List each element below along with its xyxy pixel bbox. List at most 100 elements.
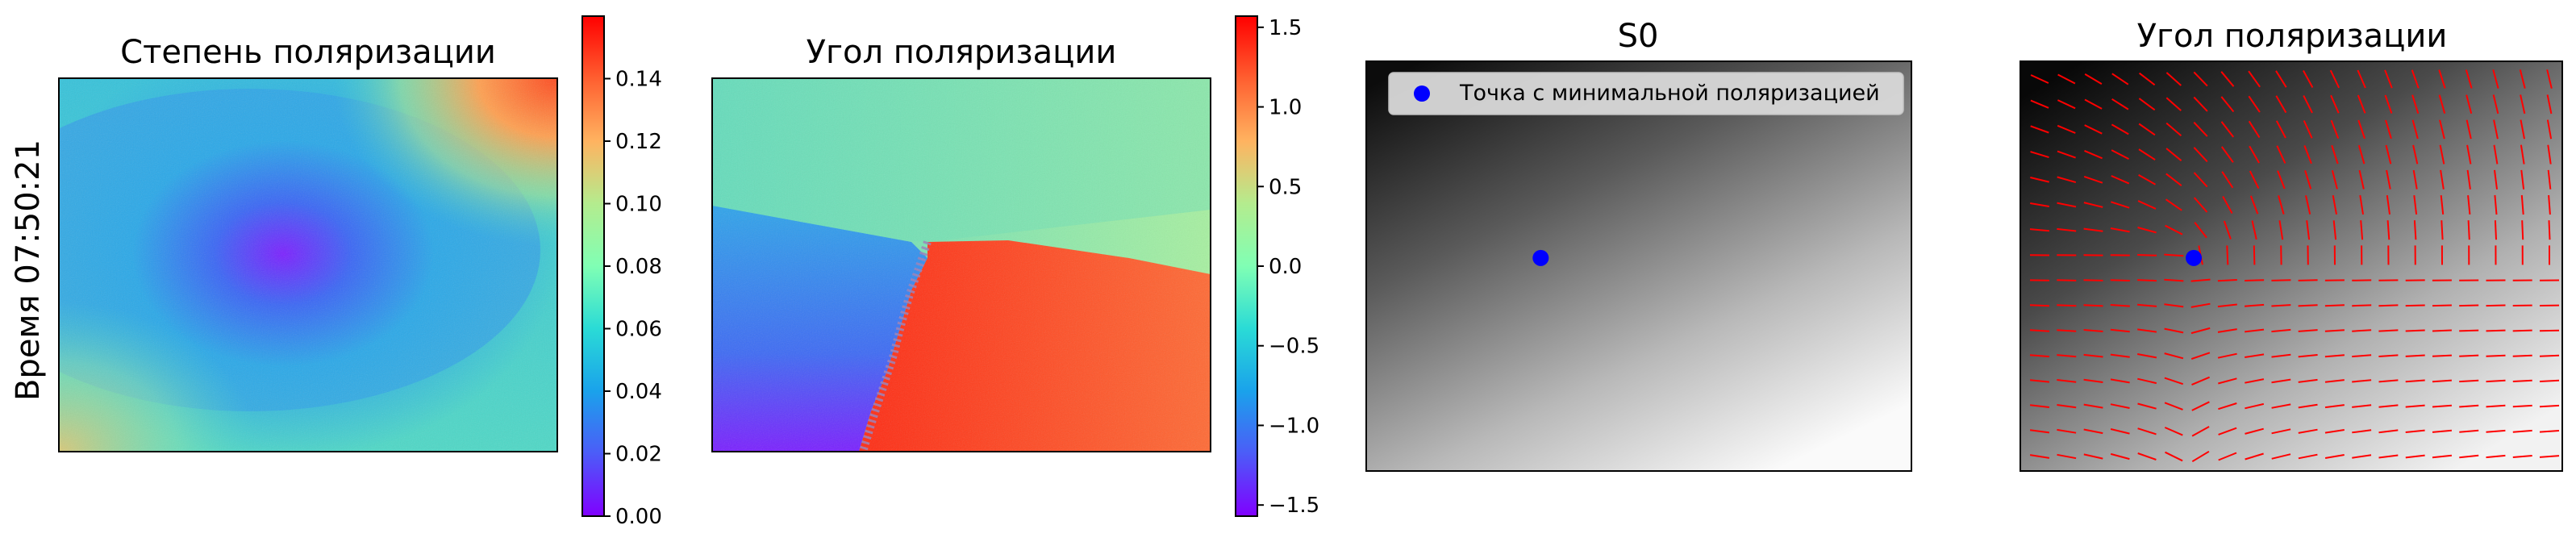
quiver-arrow	[2191, 426, 2210, 437]
quiver-arrow	[2217, 328, 2237, 333]
quiver-arrow	[2193, 71, 2208, 87]
quiver-arrow	[2164, 427, 2183, 436]
quiver-arrow	[2218, 427, 2237, 436]
quiver-arrow	[2438, 69, 2446, 89]
panel3-heatmap	[1366, 61, 1911, 471]
quiver-arrow	[2519, 69, 2526, 89]
quiver-arrow	[2084, 149, 2103, 160]
quiver-arrow	[2083, 453, 2103, 460]
quiver-arrow	[2378, 404, 2399, 408]
quiver-arrow	[2083, 378, 2103, 383]
quiver-arrow	[2271, 378, 2291, 384]
quiver-arrow	[2138, 148, 2156, 160]
quiver-arrow	[2512, 429, 2532, 433]
quiver-arrow	[2194, 222, 2207, 239]
quiver-arrow	[2324, 354, 2345, 358]
quiver-arrow	[2467, 195, 2471, 215]
quiver-arrow	[2165, 97, 2182, 111]
quiver-arrow	[2030, 202, 2049, 207]
quiver-arrow	[2352, 354, 2372, 358]
quiver-arrow	[2493, 119, 2499, 140]
colorbar1-tick-label: 0.04	[615, 380, 662, 404]
quiver-arrow	[2249, 145, 2260, 164]
quiver-arrow	[2057, 428, 2077, 434]
quiver-arrow	[2030, 125, 2049, 134]
quiver-arrow	[2306, 220, 2311, 240]
quiver-arrow	[2378, 429, 2399, 434]
quiver-arrow	[2352, 404, 2372, 408]
quiver-arrow	[2271, 403, 2291, 409]
quiver-arrow	[2084, 124, 2103, 135]
quiver-arrow	[2332, 220, 2337, 240]
quiver-arrow	[2439, 119, 2445, 140]
quiver-arrow	[2438, 94, 2446, 114]
quiver-arrow	[2378, 454, 2399, 459]
panel1-heatmap	[59, 78, 557, 452]
quiver-arrow	[2412, 169, 2418, 190]
quiver-arrow	[2378, 379, 2399, 383]
quiver-arrow	[2057, 150, 2076, 159]
panel-polarization-angle: Угол поляризации −1.5 −1.0 −0.5 0.0 0.5 1.0 1.…	[711, 15, 1319, 518]
legend-marker-icon	[1414, 85, 1430, 102]
quiver-arrow	[2271, 328, 2291, 333]
quiver-arrow	[2165, 224, 2183, 235]
quiver-arrow	[2486, 404, 2506, 408]
quiver-arrow	[2251, 220, 2257, 240]
quiver-arrow	[2331, 169, 2338, 190]
quiver-arrow	[2547, 144, 2552, 165]
quiver-arrow	[2324, 304, 2345, 307]
quiver-arrow	[2352, 379, 2372, 383]
colorbar1-tick-label: 0.12	[615, 130, 662, 154]
quiver-arrow	[2137, 452, 2157, 461]
quiver-arrow	[2520, 169, 2525, 190]
quiver-arrow	[2164, 303, 2184, 308]
quiver-arrow	[2512, 455, 2532, 458]
quiver-field	[2029, 69, 2560, 463]
quiver-arrow	[2111, 73, 2129, 85]
quiver-arrow	[2405, 404, 2425, 408]
panel2-heatmap	[712, 78, 1211, 452]
quiver-arrow	[2271, 353, 2291, 358]
quiver-arrow	[2111, 98, 2129, 110]
panel-degree-of-polarization: Степень поляризации 0.00 0.02 0.04 0.06 0.08…	[58, 15, 662, 529]
quiver-arrow	[2411, 119, 2419, 140]
quiver-arrow	[2539, 430, 2560, 433]
quiver-arrow	[2111, 123, 2129, 135]
quiver-arrow	[2083, 329, 2103, 332]
quiver-arrow	[2164, 377, 2184, 386]
quiver-arrow	[2486, 429, 2506, 433]
quiver-arrow	[2331, 144, 2339, 165]
quiver-arrow	[2165, 122, 2182, 136]
quiver-arrow	[2029, 228, 2050, 232]
quiver-arrow	[2137, 427, 2157, 436]
quiver-arrow	[2275, 95, 2287, 114]
quiver-arrow	[2330, 119, 2340, 139]
quiver-arrow	[2324, 329, 2345, 332]
quiver-arrow	[2057, 124, 2076, 134]
quiver-arrow	[2164, 352, 2184, 360]
quiver-arrow	[2352, 454, 2372, 459]
quiver-arrow	[2432, 429, 2452, 433]
colorbar2-tick-label: −0.5	[1269, 335, 1319, 359]
quiver-arrow	[2165, 72, 2182, 86]
quiver-arrow	[2083, 279, 2103, 281]
quiver-arrow	[2432, 379, 2452, 383]
quiver-arrow	[2305, 195, 2311, 215]
row-label: Время 07:50:21	[10, 140, 47, 401]
quiver-arrow	[2405, 379, 2425, 383]
quiver-arrow	[2492, 69, 2499, 89]
quiver-arrow	[2137, 353, 2157, 359]
quiver-arrow	[2138, 98, 2156, 111]
quiver-arrow	[2248, 120, 2261, 139]
quiver-arrow	[2193, 147, 2208, 163]
quiver-arrow	[2245, 452, 2264, 461]
quiver-arrow	[2138, 123, 2156, 136]
quiver-arrow	[2248, 70, 2261, 88]
quiver-arrow	[2220, 96, 2235, 113]
quiver-arrow	[2249, 170, 2260, 190]
quiver-arrow	[2441, 220, 2444, 240]
min-polarization-point	[1532, 249, 1549, 266]
quiver-arrow	[2494, 169, 2498, 190]
quiver-arrow	[2137, 254, 2157, 256]
panel2-colorbar: −1.5 −1.0 −0.5 0.0 0.5 1.0 1.5	[1235, 15, 1319, 518]
